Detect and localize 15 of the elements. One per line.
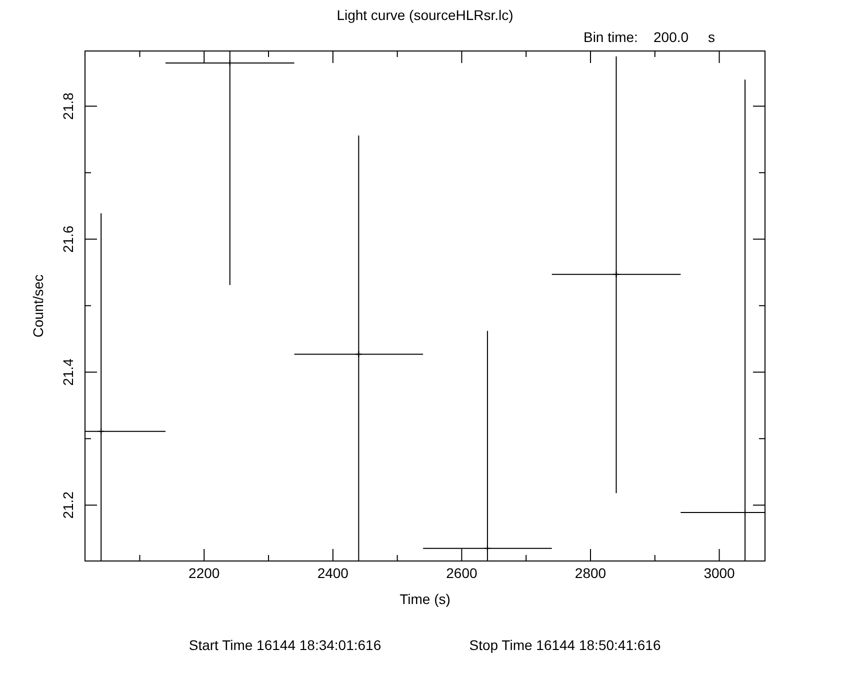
text: Stop Time 16144 18:50:41:616 [469,637,661,653]
x-tick-label: 2800 [574,565,606,581]
y-tick-label: 21.6 [60,225,76,253]
x-tick-label: 2600 [446,565,478,581]
x-tick-label: 3000 [704,565,736,581]
chart-title: Light curve (sourceHLRsr.lc) [336,7,514,23]
x-axis-title: Time (s) [400,591,450,607]
y-tick-label: 21.8 [60,92,76,120]
y-axis-title: Count/sec [30,274,46,338]
text: Start Time 16144 18:34:01:616 [188,637,382,653]
x-tick-label: 2200 [188,565,220,581]
y-tick-label: 21.2 [60,491,76,519]
x-tick-label: 2400 [317,565,349,581]
y-tick-label: 21.4 [60,358,76,386]
chart-subtitle: Bin time: 200.0 s [583,29,715,45]
